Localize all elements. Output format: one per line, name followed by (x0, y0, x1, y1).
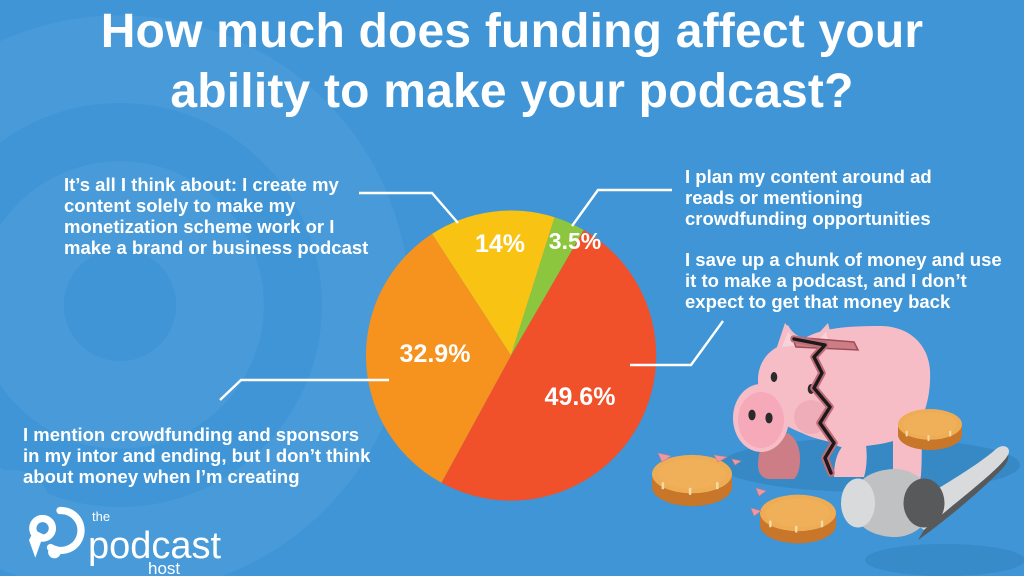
svg-text:the: the (92, 509, 110, 524)
svg-text:host: host (148, 559, 180, 576)
